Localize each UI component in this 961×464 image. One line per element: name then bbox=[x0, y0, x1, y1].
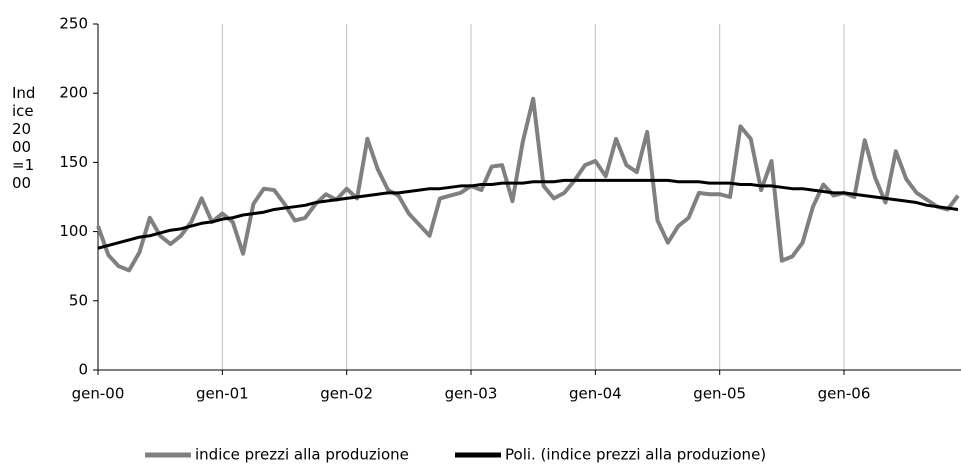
y-tick-label: 150 bbox=[59, 153, 88, 171]
y-axis-label: Indice 2000=100 bbox=[12, 84, 36, 192]
legend-label: Poli. (indice prezzi alla produzione) bbox=[505, 446, 766, 464]
series-line bbox=[97, 178, 959, 250]
y-tick-label: 250 bbox=[59, 15, 88, 33]
y-tick-label: 100 bbox=[59, 222, 88, 240]
x-tick-label: gen-05 bbox=[693, 385, 746, 403]
x-tick-label: gen-06 bbox=[818, 385, 871, 403]
x-tick-label: gen-01 bbox=[196, 385, 249, 403]
y-tick-label: 0 bbox=[78, 361, 88, 379]
x-tick-label: gen-03 bbox=[445, 385, 498, 403]
x-tick-label: gen-00 bbox=[72, 385, 125, 403]
x-tick-label: gen-02 bbox=[320, 385, 373, 403]
y-tick-label: 200 bbox=[59, 84, 88, 102]
x-tick-label: gen-04 bbox=[569, 385, 622, 403]
series-line bbox=[96, 96, 960, 273]
legend-label: indice prezzi alla produzione bbox=[195, 446, 409, 464]
y-tick-label: 50 bbox=[69, 291, 88, 309]
